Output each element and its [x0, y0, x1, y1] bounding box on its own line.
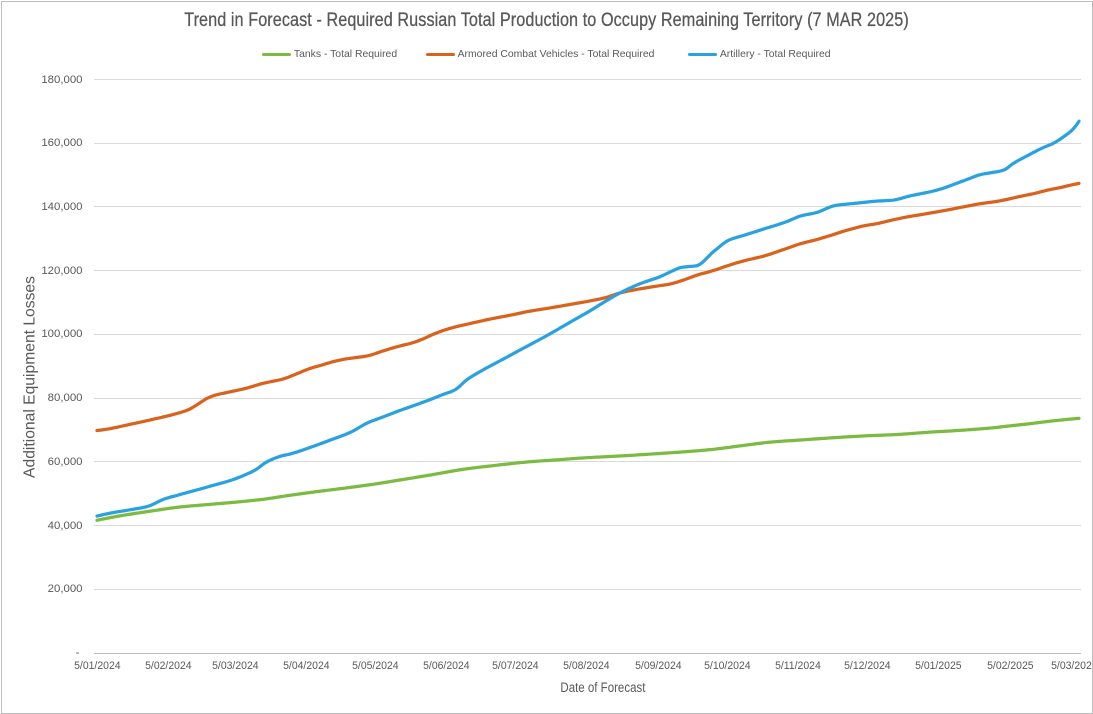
- legend-label: Artillery - Total Required: [719, 49, 831, 60]
- x-tick-label-text: 5/09/2024: [634, 660, 682, 672]
- x-tick-label: 5/06/2024: [412, 660, 482, 672]
- x-tick-label: 5/03/2025: [1039, 660, 1093, 672]
- legend-label: Tanks - Total Required: [293, 49, 398, 60]
- legend-line-swatch: [426, 52, 456, 57]
- x-tick-label-text: 5/03/2025: [1051, 660, 1093, 672]
- legend-item-tanks[interactable]: Tanks - Total Required: [262, 47, 397, 62]
- x-tick-label-text: 5/05/2024: [352, 660, 399, 672]
- x-tick-label-text: 5/02/2025: [986, 660, 1034, 672]
- x-tick-label: 5/01/2025: [904, 660, 974, 672]
- y-tick-label: 100,000: [41, 328, 83, 341]
- x-tick-label: 5/09/2024: [623, 660, 693, 672]
- y-tick-label: 80,000: [47, 392, 83, 405]
- x-tick-label-text: 5/06/2024: [423, 660, 470, 672]
- legend-line-swatch: [688, 52, 718, 57]
- y-tick-label: 60,000: [47, 455, 83, 468]
- x-tick-label-text: 5/01/2025: [915, 660, 962, 672]
- x-tick-label: 5/11/2024: [763, 660, 833, 672]
- x-tick-label-text: 5/10/2024: [703, 660, 751, 672]
- x-tick-label-text: 5/03/2024: [211, 660, 259, 672]
- y-tick-label: 180,000: [41, 73, 83, 86]
- legend-label: Armored Combat Vehicles - Total Required: [457, 49, 655, 60]
- legend-item-armored[interactable]: Armored Combat Vehicles - Total Required: [426, 47, 654, 62]
- x-tick-label: 5/07/2024: [481, 660, 551, 672]
- x-tick-label-text: 5/07/2024: [492, 660, 539, 672]
- x-tick-label: 5/01/2024: [62, 660, 132, 672]
- x-tick-label-text: 5/08/2024: [563, 660, 611, 672]
- series-line-armored: [95, 181, 1081, 433]
- chart-title: Trend in Forecast - Required Russian Tot…: [0, 9, 1093, 31]
- x-tick-label: 5/04/2024: [271, 660, 341, 672]
- legend-line-swatch: [262, 52, 292, 57]
- y-axis-title-text: Additional Equipment Losses: [21, 275, 39, 478]
- y-tick-label: -: [75, 647, 80, 659]
- x-tick-label: 5/12/2024: [832, 660, 902, 672]
- y-tick-label: 140,000: [41, 200, 83, 213]
- x-tick-label-text: 5/04/2024: [283, 660, 330, 672]
- legend-item-artillery[interactable]: Artillery - Total Required: [688, 47, 831, 62]
- x-tick-label: 5/05/2024: [340, 660, 410, 672]
- y-tick-label: 20,000: [47, 583, 83, 596]
- x-tick-label-text: 5/11/2024: [775, 660, 822, 672]
- y-tick-label: 160,000: [41, 137, 83, 150]
- x-tick-label: 5/03/2024: [200, 660, 270, 672]
- y-tick-label: 40,000: [47, 519, 83, 532]
- chart-title-text: Trend in Forecast - Required Russian Tot…: [184, 9, 909, 31]
- x-tick-label: 5/02/2025: [975, 660, 1045, 672]
- x-tick-label: 5/02/2024: [133, 660, 203, 672]
- series-line-artillery: [95, 119, 1081, 518]
- x-tick-label: 5/08/2024: [552, 660, 622, 672]
- x-tick-label: 5/10/2024: [692, 660, 762, 672]
- x-axis-title-text: Date of Forecast: [560, 680, 646, 695]
- x-tick-label-text: 5/01/2024: [73, 660, 121, 672]
- series-line-tanks: [95, 416, 1081, 522]
- y-tick-label: 120,000: [41, 264, 83, 277]
- legend[interactable]: Tanks - Total Required Armored Combat Veh…: [0, 47, 1093, 62]
- x-axis-title: Date of Forecast: [553, 681, 645, 695]
- x-tick-label-text: 5/12/2024: [844, 660, 891, 672]
- x-tick-label-text: 5/02/2024: [145, 660, 192, 672]
